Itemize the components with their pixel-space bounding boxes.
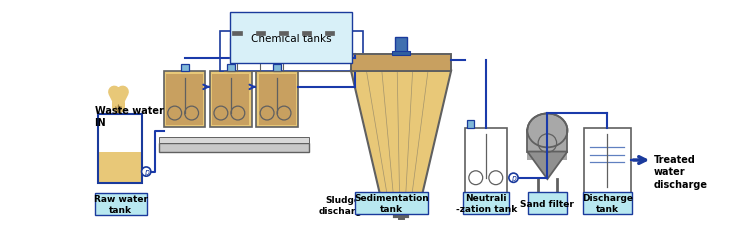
Circle shape [509,174,518,182]
Text: Discharge
tank: Discharge tank [582,193,633,213]
Text: Sedimentation
tank: Sedimentation tank [354,193,429,213]
Polygon shape [98,153,142,184]
Polygon shape [234,34,240,40]
Ellipse shape [527,114,567,148]
Text: Waste water
IN: Waste water IN [95,105,164,128]
Polygon shape [326,34,333,40]
Text: Chemical tanks: Chemical tanks [251,34,331,43]
Polygon shape [277,39,291,61]
Polygon shape [256,72,298,128]
Polygon shape [255,32,265,35]
Polygon shape [232,32,242,35]
Polygon shape [210,72,252,128]
Polygon shape [166,74,203,125]
Text: p: p [511,174,516,182]
Polygon shape [351,72,451,202]
Polygon shape [465,128,507,193]
Polygon shape [159,137,310,143]
Polygon shape [527,152,567,179]
Polygon shape [258,74,296,125]
Polygon shape [584,128,631,193]
Polygon shape [323,39,337,61]
Polygon shape [528,192,566,214]
Polygon shape [257,34,264,40]
Text: p: p [144,168,149,176]
Polygon shape [227,64,235,72]
Polygon shape [280,34,286,40]
Polygon shape [355,72,447,195]
Polygon shape [181,64,188,72]
Polygon shape [95,193,147,215]
Polygon shape [466,120,475,128]
Polygon shape [392,52,410,56]
Polygon shape [230,39,244,61]
Polygon shape [253,39,267,61]
Text: Sludge
discharge: Sludge discharge [318,195,368,215]
Polygon shape [466,130,506,162]
Polygon shape [303,34,310,40]
Polygon shape [220,32,363,72]
Polygon shape [279,32,288,35]
Polygon shape [273,64,281,72]
Polygon shape [395,38,407,54]
Polygon shape [351,54,451,72]
Circle shape [142,167,151,176]
Polygon shape [299,39,313,61]
Text: Neutrali
-zation tank: Neutrali -zation tank [456,193,517,213]
Polygon shape [301,32,311,35]
Polygon shape [527,131,567,160]
Text: Raw water
tank: Raw water tank [93,194,147,214]
Text: Sand filter: Sand filter [520,199,575,208]
Polygon shape [325,32,334,35]
Polygon shape [464,192,509,214]
Polygon shape [159,144,310,153]
Polygon shape [164,72,206,128]
Polygon shape [583,192,632,214]
Polygon shape [212,74,250,125]
Text: Treated
water
discharge: Treated water discharge [653,154,707,189]
Polygon shape [355,192,428,214]
